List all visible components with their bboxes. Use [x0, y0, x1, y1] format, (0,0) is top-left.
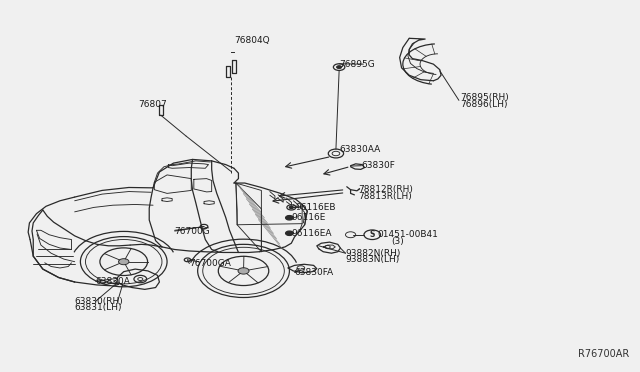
Text: 76700G: 76700G: [175, 227, 211, 235]
Text: 76895(RH): 76895(RH): [460, 93, 509, 102]
Circle shape: [289, 206, 293, 209]
Text: 93883N(LH): 93883N(LH): [346, 255, 400, 264]
Circle shape: [285, 215, 293, 220]
Text: 76896(LH): 76896(LH): [460, 100, 508, 109]
Text: 96116EA: 96116EA: [291, 229, 332, 238]
Text: 63830A: 63830A: [96, 277, 131, 286]
Text: 76804Q: 76804Q: [234, 36, 269, 45]
Text: S: S: [369, 230, 375, 239]
Text: 96116EB: 96116EB: [296, 203, 336, 212]
Text: 63830(RH): 63830(RH): [75, 297, 124, 306]
Text: R76700AR: R76700AR: [578, 349, 629, 359]
Text: 76700GA: 76700GA: [189, 259, 231, 268]
Text: 76807: 76807: [138, 100, 167, 109]
Text: 63830AA: 63830AA: [339, 145, 380, 154]
Text: 96116E: 96116E: [291, 213, 326, 222]
Text: 76895G: 76895G: [339, 60, 375, 69]
Text: 78812R(RH): 78812R(RH): [358, 185, 413, 194]
Text: 63830F: 63830F: [362, 161, 396, 170]
Circle shape: [118, 259, 129, 265]
Text: (3): (3): [392, 237, 404, 246]
Text: 63830FA: 63830FA: [294, 268, 333, 277]
Circle shape: [337, 65, 342, 68]
Text: 78813R(LH): 78813R(LH): [358, 192, 412, 201]
Text: 63831(LH): 63831(LH): [75, 303, 122, 312]
Text: 93882N(RH): 93882N(RH): [346, 249, 401, 258]
Text: 01451-00B41: 01451-00B41: [378, 230, 438, 239]
Circle shape: [238, 268, 249, 274]
Circle shape: [285, 231, 293, 235]
